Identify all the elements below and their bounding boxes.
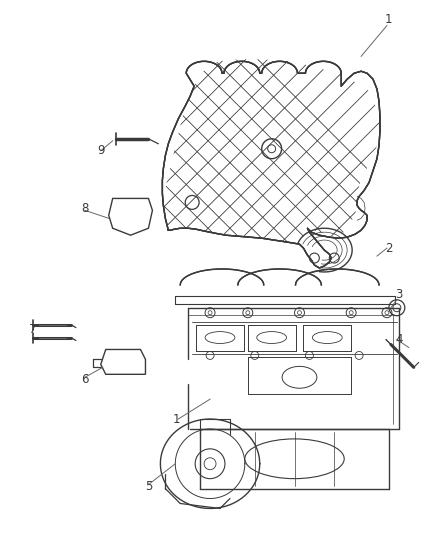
Text: 5: 5 [145, 480, 152, 493]
Text: 3: 3 [395, 288, 403, 301]
Text: 1: 1 [173, 413, 180, 425]
Text: 8: 8 [81, 202, 88, 215]
Polygon shape [162, 59, 380, 244]
Text: 6: 6 [81, 373, 88, 386]
Text: 9: 9 [97, 144, 105, 157]
Text: 1: 1 [385, 13, 392, 26]
Polygon shape [101, 350, 145, 374]
Text: 4: 4 [395, 333, 403, 346]
Text: 2: 2 [385, 241, 392, 255]
Polygon shape [109, 198, 152, 235]
Text: 7: 7 [29, 323, 37, 336]
